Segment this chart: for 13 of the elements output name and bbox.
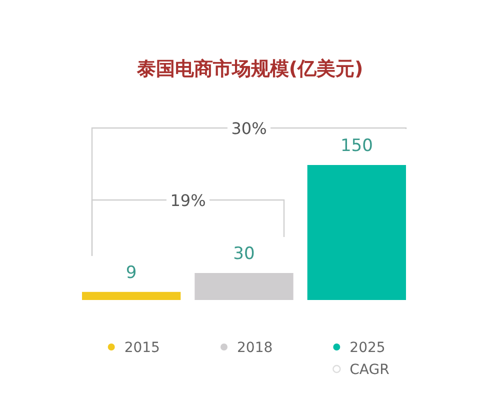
chart-title: 泰国电商市场规模(亿美元) bbox=[136, 58, 364, 80]
text: 30% bbox=[231, 119, 267, 138]
x-tick-label: 2025 bbox=[350, 340, 386, 356]
x-tick-label: 2015 bbox=[124, 340, 160, 356]
legend-item: 2015 bbox=[108, 340, 160, 356]
data-label: 9 bbox=[126, 262, 137, 283]
data-label: 30 bbox=[233, 244, 255, 264]
legend-item: 2025 bbox=[333, 340, 386, 356]
picture-cagr-marker: CAGR bbox=[332, 362, 390, 378]
x-tick-label: 2018 bbox=[237, 340, 273, 356]
data-label: 150 bbox=[340, 136, 373, 156]
annotation: 19% bbox=[170, 191, 206, 210]
legend-item: 2018 bbox=[220, 340, 273, 356]
